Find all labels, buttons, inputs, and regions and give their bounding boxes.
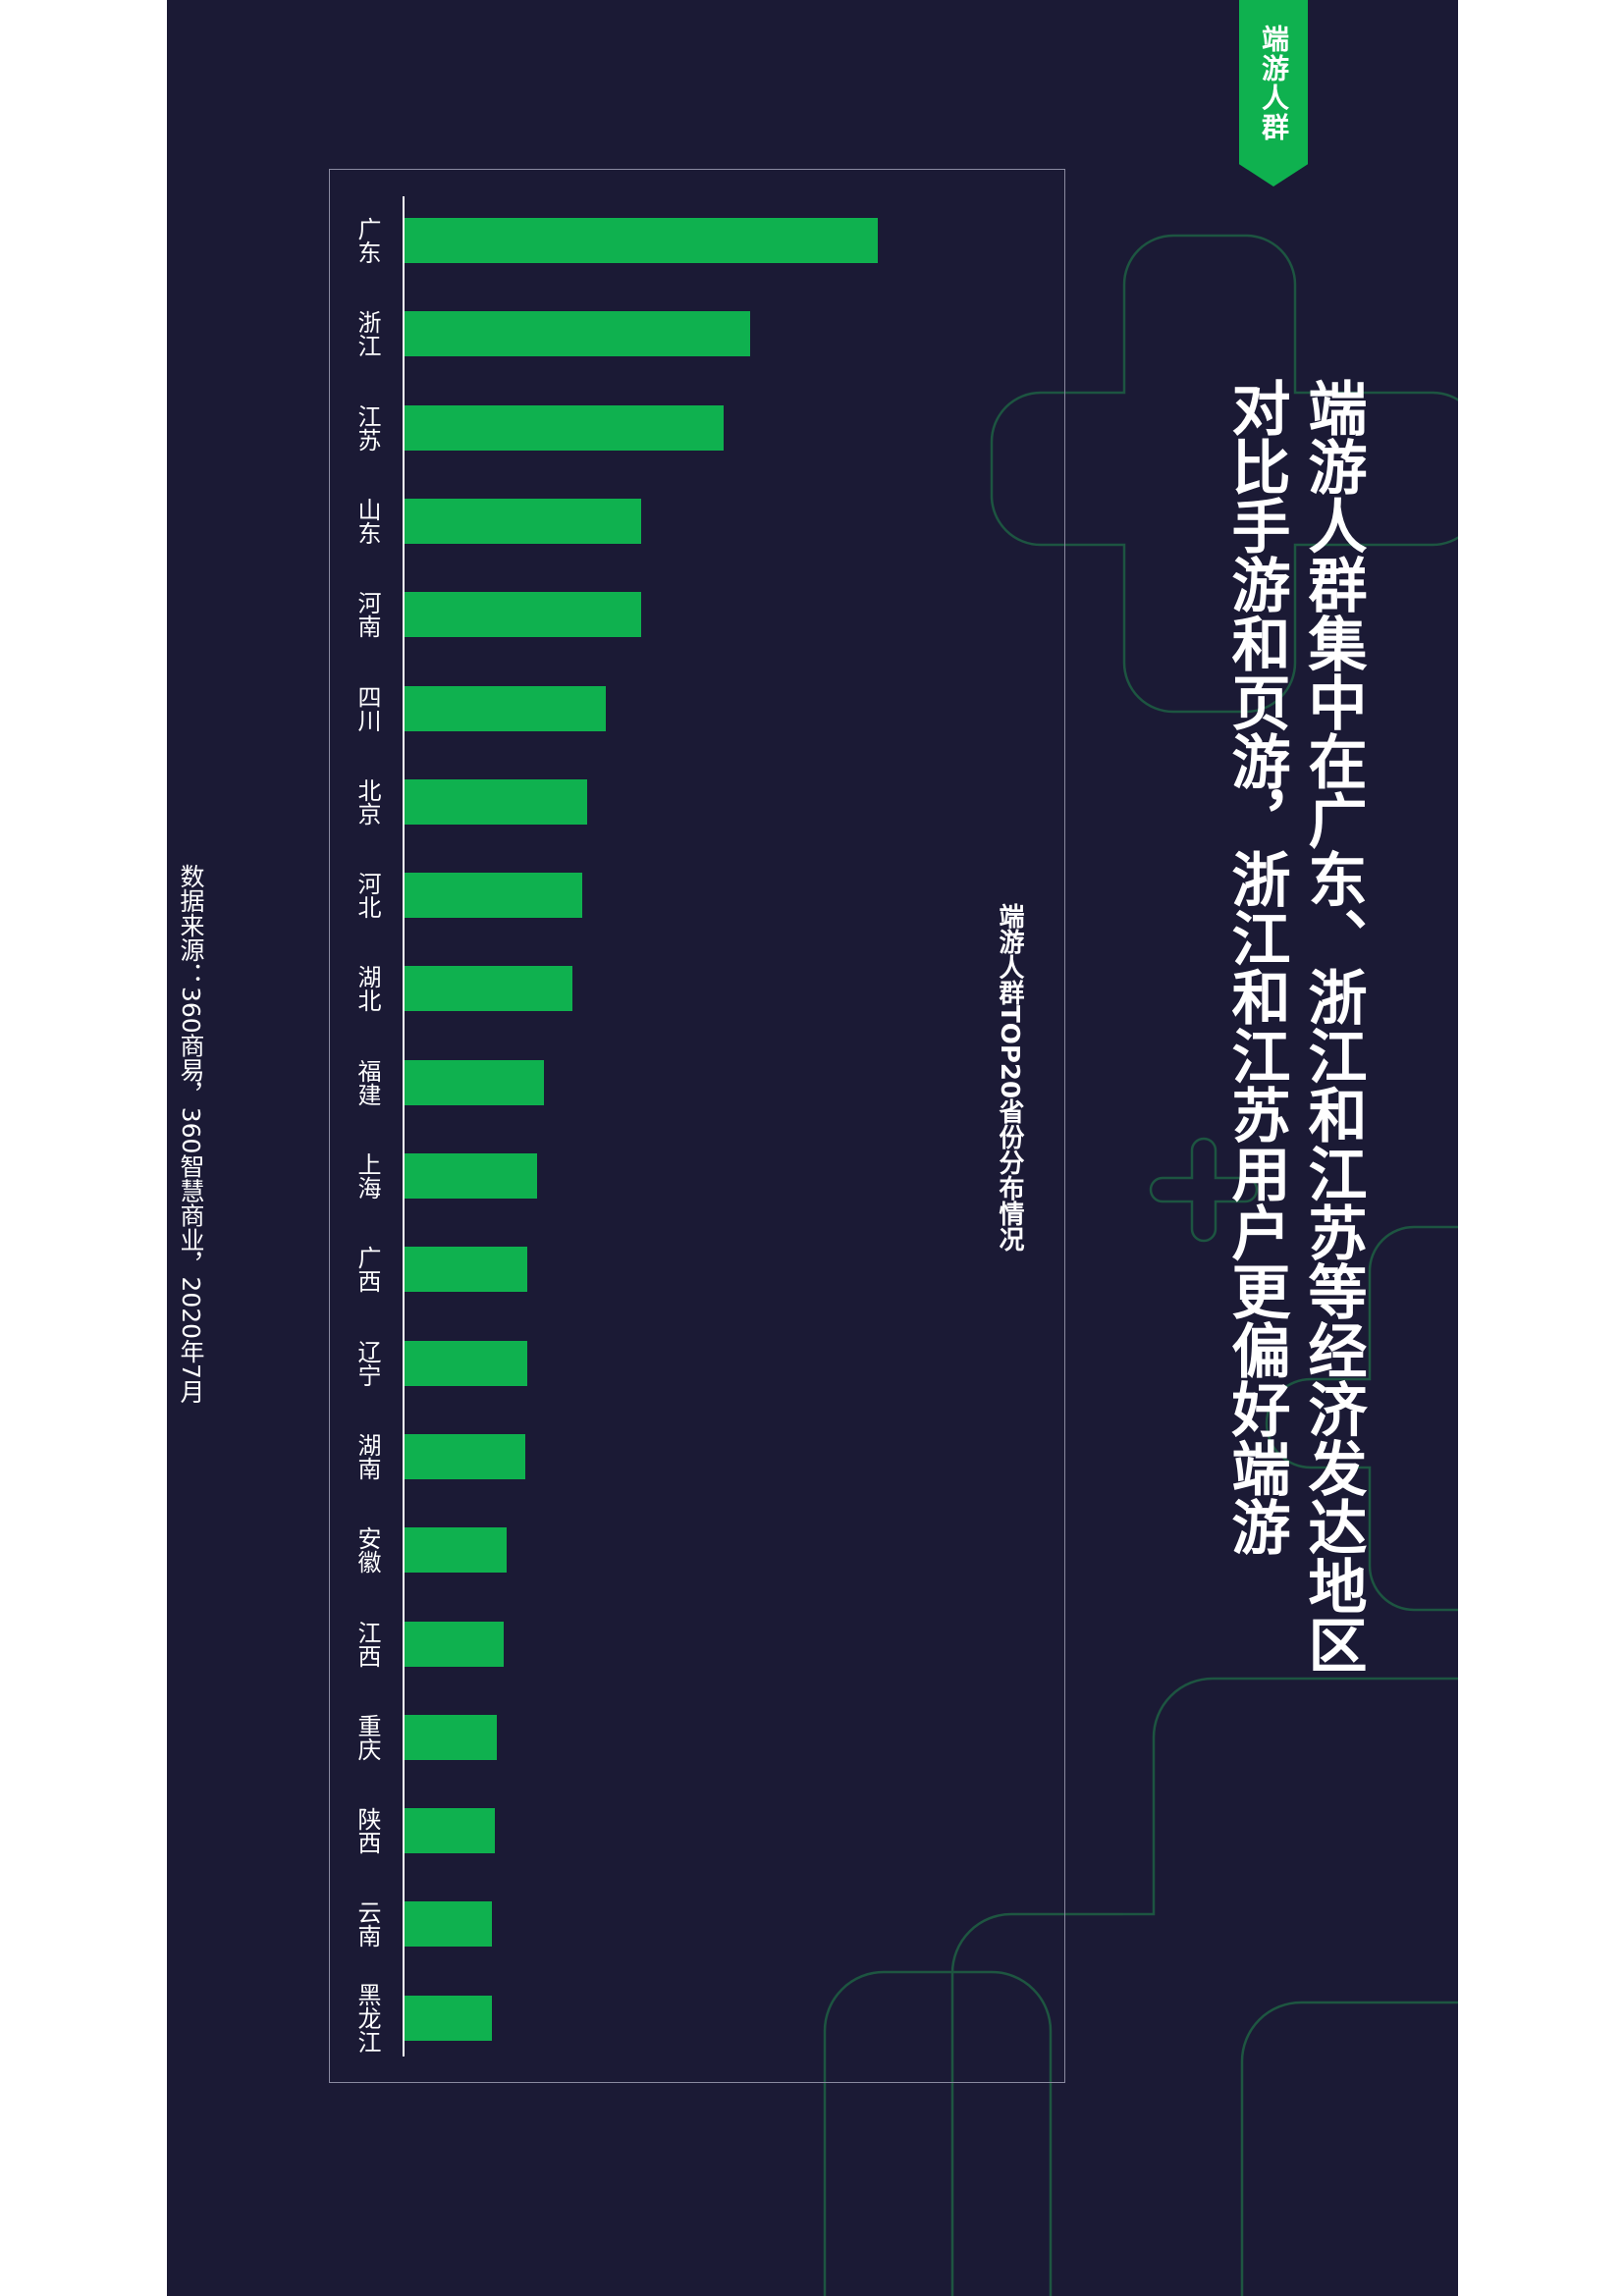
bar-2	[405, 404, 725, 451]
bar-19	[405, 1995, 493, 2041]
chart-frame	[329, 169, 1065, 2083]
category-axis-line	[403, 196, 405, 2056]
bar-6	[405, 778, 587, 825]
bar-4	[405, 592, 641, 638]
category-label-3: 山东	[353, 497, 381, 545]
bar-0	[405, 218, 878, 263]
category-label-4: 河南	[353, 591, 381, 639]
category-label-6: 北京	[353, 777, 381, 826]
bar-15	[405, 1621, 505, 1667]
bar-10	[405, 1153, 537, 1199]
section-tag: 端游人群	[1239, 0, 1308, 187]
bar-9	[405, 1059, 545, 1105]
bar-14	[405, 1527, 507, 1574]
category-label-5: 四川	[353, 684, 381, 732]
bar-16	[405, 1714, 497, 1760]
category-label-2: 江苏	[353, 403, 381, 452]
decorative-cross-outlines	[823, 234, 1458, 2296]
headline-line-1: 端游人群集中在广东、浙江和江苏等经济发达地区	[1298, 378, 1367, 1674]
category-label-17: 陕西	[353, 1807, 381, 1855]
bar-17	[405, 1808, 495, 1854]
bar-5	[405, 685, 606, 731]
headline-line-2: 对比手游和页游，浙江和江苏用户更偏好端游	[1221, 378, 1290, 1556]
bar-1	[405, 311, 750, 357]
category-label-16: 重庆	[353, 1713, 381, 1761]
category-label-7: 河北	[353, 872, 381, 920]
category-label-10: 上海	[353, 1152, 381, 1200]
category-label-0: 广东	[353, 217, 381, 264]
section-tag-label: 端游人群	[1258, 25, 1290, 142]
bar-8	[405, 966, 573, 1012]
data-source-note: 数据来源：360商易，360智慧商业，2020年7月	[177, 864, 205, 1404]
category-label-19: 黑龙江	[353, 1982, 381, 2054]
chart-title: 端游人群TOP20省份分布情况	[995, 903, 1024, 1253]
category-label-15: 江西	[353, 1620, 381, 1668]
category-label-13: 湖南	[353, 1432, 381, 1480]
category-label-14: 安徽	[353, 1526, 381, 1575]
bar-13	[405, 1433, 525, 1479]
category-label-12: 辽宁	[353, 1339, 381, 1387]
bar-3	[405, 498, 641, 544]
bar-11	[405, 1247, 528, 1293]
category-label-11: 广西	[353, 1246, 381, 1294]
slide-panel: 端游人群 端游人群集中在广东、浙江和江苏等经济发达地区 对比手游和页游，浙江和江…	[167, 0, 1458, 2296]
category-label-9: 福建	[353, 1058, 381, 1106]
category-label-18: 云南	[353, 1900, 381, 1949]
bar-7	[405, 873, 582, 919]
bar-18	[405, 1901, 493, 1948]
category-label-8: 湖北	[353, 965, 381, 1013]
bar-12	[405, 1340, 528, 1386]
category-label-1: 浙江	[353, 310, 381, 358]
